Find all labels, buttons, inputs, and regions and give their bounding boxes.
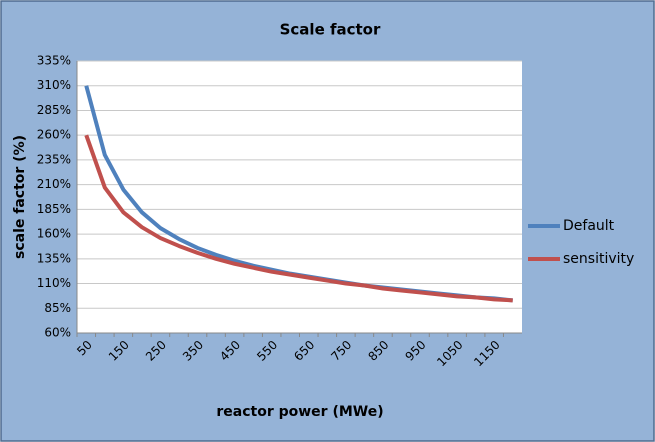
y-tick-label: 185% [37,202,71,216]
y-tick-label: 110% [37,276,71,290]
y-tick-label: 335% [37,54,71,68]
y-tick-label: 310% [37,78,71,92]
chart-title: Scale factor [280,21,381,39]
y-tick-label: 60% [44,326,71,340]
y-tick-label: 160% [37,227,71,241]
y-tick-label: 260% [37,128,71,142]
y-axis-title: scale factor (%) [12,135,28,259]
y-tick-label: 135% [37,251,71,265]
y-tick-label: 85% [44,301,71,315]
legend-label: sensitivity [563,251,634,267]
series-line [84,134,513,303]
x-axis-title: reactor power (MWe) [216,404,383,420]
legend-label: Default [563,218,615,234]
y-tick-label: 210% [37,177,71,191]
y-tick-label: 235% [37,152,71,166]
plot-area [77,61,522,333]
y-tick-label: 285% [37,103,71,117]
